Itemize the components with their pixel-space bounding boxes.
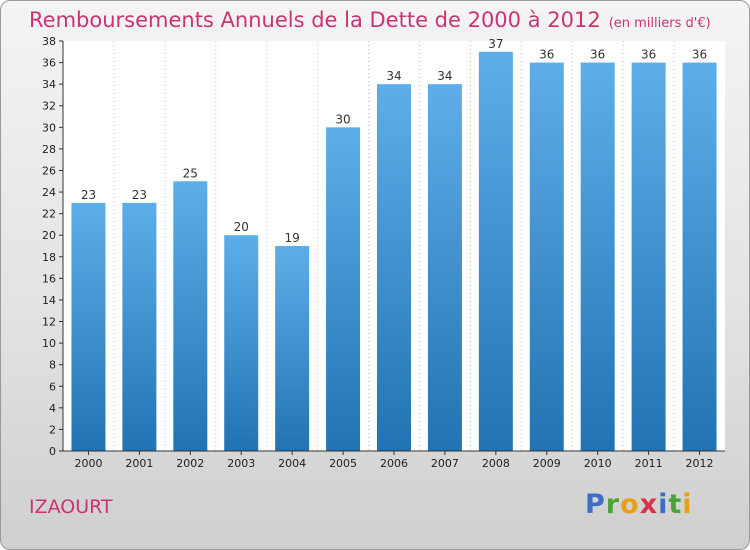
logo-letter: o <box>620 489 640 520</box>
logo-letter: r <box>605 489 621 520</box>
bar <box>631 62 666 451</box>
y-tick-label: 12 <box>42 316 56 329</box>
bar <box>529 62 564 451</box>
logo-letter: i <box>658 489 669 520</box>
data-label: 30 <box>335 112 350 126</box>
chart-title-text: Remboursements Annuels de la Dette de 20… <box>29 8 601 32</box>
y-tick-label: 38 <box>42 35 56 48</box>
bar <box>682 62 717 451</box>
bar <box>275 246 310 451</box>
bar <box>326 127 361 451</box>
x-tick-label: 2001 <box>125 457 153 470</box>
data-label: 36 <box>539 48 554 62</box>
data-label: 36 <box>590 48 605 62</box>
y-tick-label: 6 <box>49 380 56 393</box>
bars <box>71 51 717 451</box>
x-tick-label: 2004 <box>278 457 306 470</box>
data-label: 25 <box>183 166 198 180</box>
data-label: 36 <box>641 48 656 62</box>
unit-note: (en milliers d'€) <box>608 16 711 31</box>
bar <box>580 62 615 451</box>
y-tick-label: 8 <box>49 359 56 372</box>
x-tick-label: 2003 <box>227 457 255 470</box>
data-label: 37 <box>488 37 503 51</box>
logo-letter: x <box>639 489 659 520</box>
x-tick-label: 2008 <box>482 457 510 470</box>
y-tick-label: 16 <box>42 272 56 285</box>
data-label: 34 <box>386 69 401 83</box>
x-axis-ticks: 2000 2001 2002 2003 2004 2005 2006 2007 2008 2009… <box>74 451 714 470</box>
y-tick-label: 2 <box>49 423 56 436</box>
x-tick-label: 2000 <box>74 457 102 470</box>
bar <box>173 181 208 451</box>
y-tick-label: 10 <box>42 337 56 350</box>
bar <box>71 202 106 451</box>
chart-title: Remboursements Annuels de la Dette de 20… <box>29 8 711 32</box>
x-tick-label: 2012 <box>686 457 714 470</box>
x-tick-label: 2011 <box>635 457 663 470</box>
x-tick-label: 2009 <box>533 457 561 470</box>
data-label: 19 <box>285 231 300 245</box>
bar <box>122 202 157 451</box>
x-tick-label: 2007 <box>431 457 459 470</box>
x-tick-label: 2002 <box>176 457 204 470</box>
y-tick-label: 4 <box>49 402 56 415</box>
data-label: 23 <box>81 188 96 202</box>
data-label: 36 <box>692 48 707 62</box>
logo-letter: P <box>585 489 606 520</box>
y-tick-label: 28 <box>42 143 56 156</box>
bar <box>478 51 513 451</box>
x-tick-label: 2010 <box>584 457 612 470</box>
data-label: 20 <box>234 220 249 234</box>
y-tick-label: 26 <box>42 164 56 177</box>
y-tick-label: 32 <box>42 100 56 113</box>
x-tick-label: 2005 <box>329 457 357 470</box>
y-tick-label: 22 <box>42 208 56 221</box>
bar <box>377 84 411 451</box>
y-tick-label: 34 <box>42 78 56 91</box>
y-tick-label: 24 <box>42 186 56 199</box>
proxiti-logo: Proxiti <box>585 489 693 520</box>
x-tick-label: 2006 <box>380 457 408 470</box>
y-tick-label: 20 <box>42 229 56 242</box>
y-tick-label: 18 <box>42 251 56 264</box>
grid-lines <box>113 41 675 451</box>
logo-letter: i <box>682 489 693 520</box>
data-label: 23 <box>132 188 147 202</box>
y-tick-label: 14 <box>42 294 56 307</box>
bar <box>427 84 462 451</box>
data-label: 34 <box>437 69 452 83</box>
y-tick-label: 30 <box>42 121 56 134</box>
y-tick-label: 36 <box>42 57 56 70</box>
commune-name: IZAOURT <box>29 496 113 518</box>
y-tick-label: 0 <box>49 445 56 458</box>
logo-letter: t <box>668 489 683 520</box>
bar <box>224 235 259 451</box>
data-labels: 23 23 25 20 19 30 34 34 37 36 36 36 36 <box>81 37 707 245</box>
